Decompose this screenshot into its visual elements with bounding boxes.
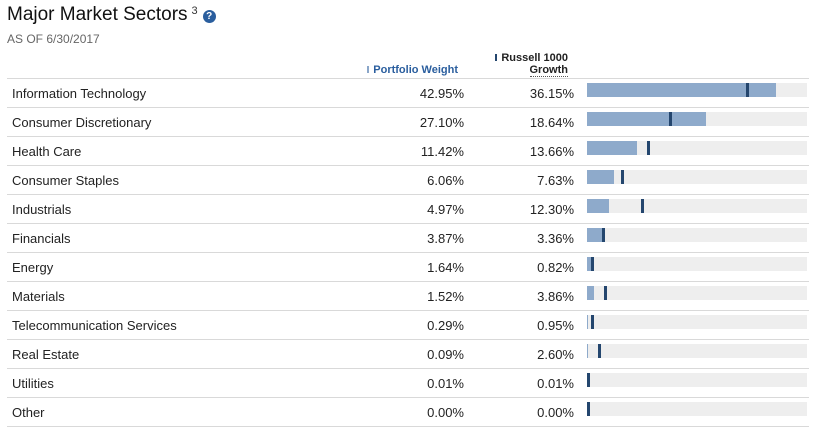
benchmark-header[interactable]: Russell 1000 Growth xyxy=(495,52,568,77)
benchmark-weight-marker xyxy=(601,228,605,242)
portfolio-weight-value: 1.52% xyxy=(427,289,464,304)
benchmark-weight-marker xyxy=(590,257,594,271)
sector-name: Real Estate xyxy=(12,347,80,362)
sector-name: Financials xyxy=(12,231,71,246)
portfolio-weight-value: 42.95% xyxy=(419,86,464,101)
benchmark-weight-marker xyxy=(587,373,591,387)
table-row: Telecommunication Services 0.29% 0.95% xyxy=(7,310,809,339)
page-title: Major Market Sectors xyxy=(7,4,188,25)
table-row: Health Care 11.42% 13.66% xyxy=(7,136,809,165)
as-of-date: AS OF 6/30/2017 xyxy=(7,32,100,46)
weight-bar-track xyxy=(587,315,807,329)
sector-name: Industrials xyxy=(12,202,72,217)
weight-bar-track xyxy=(587,257,807,271)
weight-bar-track xyxy=(587,112,807,126)
footnote-marker[interactable]: 3 xyxy=(191,5,198,17)
benchmark-weight-value: 0.82% xyxy=(537,260,574,275)
portfolio-weight-label: Portfolio Weight xyxy=(373,64,458,76)
table-row: Consumer Staples 6.06% 7.63% xyxy=(7,165,809,194)
weight-bar-track xyxy=(587,141,807,155)
table-row: Industrials 4.97% 12.30% xyxy=(7,194,809,223)
benchmark-weight-marker xyxy=(746,83,750,97)
portfolio-weight-value: 1.64% xyxy=(427,260,464,275)
portfolio-weight-bar xyxy=(587,83,776,97)
benchmark-weight-marker xyxy=(669,112,673,126)
table-row: Real Estate 0.09% 2.60% xyxy=(7,339,809,368)
portfolio-weight-bar xyxy=(587,315,589,329)
table-row: Other 0.00% 0.00% xyxy=(7,397,809,427)
weight-bar-track xyxy=(587,286,807,300)
table-row: Information Technology 42.95% 36.15% xyxy=(7,78,809,107)
benchmark-weight-value: 13.66% xyxy=(529,144,574,159)
benchmark-weight-marker xyxy=(591,315,595,329)
benchmark-weight-value: 18.64% xyxy=(529,115,574,130)
benchmark-weight-value: 0.95% xyxy=(537,318,574,333)
weight-bar-track xyxy=(587,228,807,242)
portfolio-weight-header: Portfolio Weight xyxy=(367,64,458,76)
benchmark-weight-marker xyxy=(647,141,651,155)
portfolio-weight-value: 0.01% xyxy=(427,376,464,391)
portfolio-weight-value: 0.09% xyxy=(427,347,464,362)
benchmark-weight-marker xyxy=(587,402,590,416)
sector-name: Telecommunication Services xyxy=(12,318,177,333)
weight-bar-track xyxy=(587,199,807,213)
sector-name: Materials xyxy=(12,289,65,304)
portfolio-weight-value: 4.97% xyxy=(427,202,464,217)
benchmark-weight-value: 36.15% xyxy=(529,86,574,101)
weight-bar-track xyxy=(587,344,807,358)
portfolio-weight-bar xyxy=(587,170,614,184)
portfolio-weight-value: 3.87% xyxy=(427,231,464,246)
portfolio-weight-value: 0.29% xyxy=(427,318,464,333)
portfolio-weight-bar xyxy=(587,112,707,126)
benchmark-weight-marker xyxy=(598,344,602,358)
title-row: Major Market Sectors 3 ? xyxy=(7,4,216,26)
benchmark-label-line2: Growth xyxy=(529,64,568,77)
table-row: Materials 1.52% 3.86% xyxy=(7,281,809,310)
portfolio-weight-value: 27.10% xyxy=(419,115,464,130)
table-row: Financials 3.87% 3.36% xyxy=(7,223,809,252)
portfolio-weight-bar xyxy=(587,344,588,358)
sector-name: Consumer Staples xyxy=(12,173,119,188)
table-row: Energy 1.64% 0.82% xyxy=(7,252,809,281)
weight-bar-track xyxy=(587,170,807,184)
benchmark-weight-value: 0.01% xyxy=(537,376,574,391)
table-row: Consumer Discretionary 27.10% 18.64% xyxy=(7,107,809,136)
benchmark-weight-value: 12.30% xyxy=(529,202,574,217)
benchmark-weight-value: 7.63% xyxy=(537,173,574,188)
sector-table: Information Technology 42.95% 36.15% Consum… xyxy=(7,78,809,427)
benchmark-legend-swatch xyxy=(495,53,498,61)
portfolio-weight-value: 6.06% xyxy=(427,173,464,188)
benchmark-weight-value: 3.36% xyxy=(537,231,574,246)
sector-name: Energy xyxy=(12,260,54,275)
portfolio-weight-value: 11.42% xyxy=(420,144,464,159)
help-icon[interactable]: ? xyxy=(202,10,216,23)
benchmark-weight-marker xyxy=(603,286,607,300)
benchmark-label-line1: Russell 1000 xyxy=(501,52,568,64)
section-header: Major Market Sectors 3 ? AS OF 6/30/2017 xyxy=(7,4,216,46)
portfolio-weight-bar xyxy=(587,286,594,300)
portfolio-legend-swatch xyxy=(367,65,370,73)
portfolio-weight-bar xyxy=(587,228,605,242)
benchmark-weight-value: 3.86% xyxy=(537,289,574,304)
table-row: Utilities 0.01% 0.01% xyxy=(7,368,809,397)
weight-bar-track xyxy=(587,373,807,387)
benchmark-weight-marker xyxy=(620,170,624,184)
weight-bar-track xyxy=(587,83,807,97)
portfolio-weight-bar xyxy=(587,141,638,155)
sector-name: Utilities xyxy=(12,376,54,391)
benchmark-weight-marker xyxy=(641,199,645,213)
sector-name: Consumer Discretionary xyxy=(12,115,152,130)
portfolio-weight-bar xyxy=(587,199,609,213)
weight-bar-track xyxy=(587,402,807,416)
sector-name: Health Care xyxy=(12,144,82,159)
benchmark-weight-value: 2.60% xyxy=(537,347,574,362)
sector-name: Information Technology xyxy=(12,86,147,101)
